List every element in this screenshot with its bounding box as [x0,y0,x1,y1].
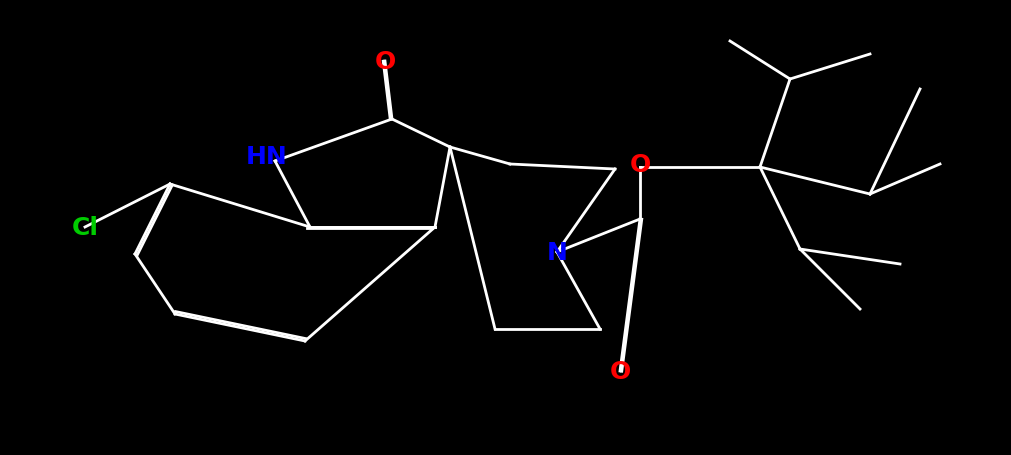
Text: O: O [629,153,650,177]
Text: Cl: Cl [72,216,98,239]
Text: O: O [374,50,395,74]
Text: HN: HN [246,145,287,169]
Text: N: N [546,241,567,264]
Text: O: O [609,359,630,383]
